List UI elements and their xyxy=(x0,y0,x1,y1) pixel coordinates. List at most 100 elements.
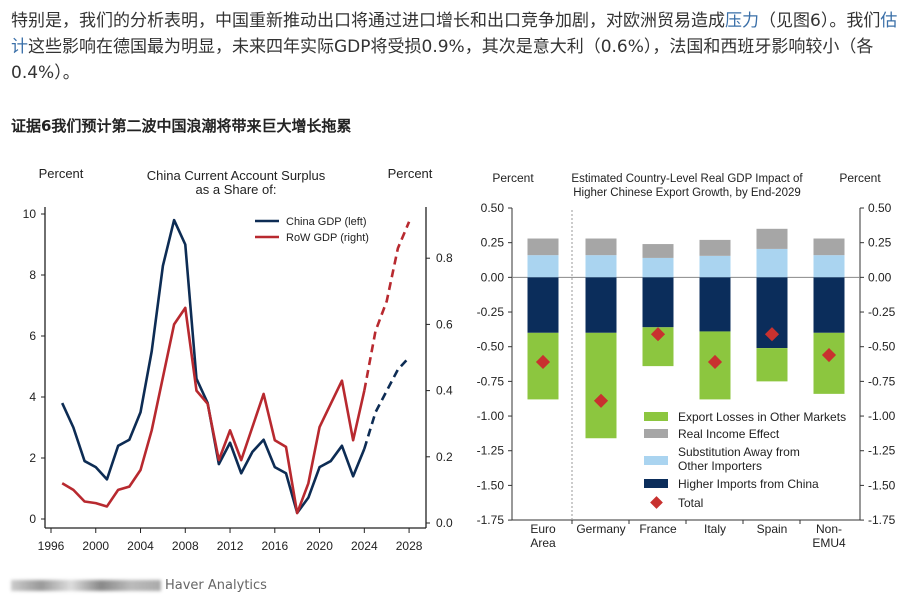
category-label: EMU4 xyxy=(812,536,846,550)
total-marker xyxy=(821,347,837,363)
legend-swatch xyxy=(644,479,668,488)
blurred-text xyxy=(11,580,161,591)
paragraph-text: 这些影响在德国最为明显，未来四年实际GDP将受损0.9%，其次是意大利（0.6%… xyxy=(11,37,874,83)
bar-segment xyxy=(585,238,617,256)
category-label: Area xyxy=(530,536,556,550)
y-right-tick-label: 0.6 xyxy=(436,317,453,331)
y-right-tick-label: -0.25 xyxy=(868,305,896,319)
bar-segment xyxy=(756,248,788,278)
legend-swatch xyxy=(644,412,668,421)
left-axis-label: Percent xyxy=(39,166,84,181)
y-tick-label: 8 xyxy=(29,268,36,282)
legend-label: Higher Imports from China xyxy=(678,477,819,491)
bar-segment xyxy=(642,277,674,328)
x-tick-label: 2012 xyxy=(217,539,244,553)
y-right-tick-label: 0.4 xyxy=(436,384,453,398)
y-right-tick-label: -0.75 xyxy=(868,374,896,388)
bar-segment xyxy=(642,244,674,258)
y-right-tick-label: 0.8 xyxy=(436,251,453,265)
y-right-tick-label: -1.50 xyxy=(868,478,896,492)
chart-title: China Current Account Surplus xyxy=(147,168,326,183)
legend-label: Export Losses in Other Markets xyxy=(678,410,846,424)
y-right-tick-label: -1.25 xyxy=(868,444,896,458)
series-line-china-gdp xyxy=(61,218,366,515)
x-tick-label: 1996 xyxy=(38,539,65,553)
x-tick-label: 2024 xyxy=(351,539,378,553)
x-tick-label: 2020 xyxy=(306,539,333,553)
bar-segment xyxy=(813,238,845,256)
link-estimate[interactable]: 估计 xyxy=(11,11,898,57)
y-right-tick-label: 0.2 xyxy=(436,450,453,464)
bar-segment xyxy=(642,257,674,278)
legend-total-marker xyxy=(650,496,663,509)
x-tick-label: 2004 xyxy=(127,539,154,553)
x-tick-label: 2016 xyxy=(261,539,288,553)
y-tick-label: -0.25 xyxy=(477,305,505,319)
bar-segment xyxy=(527,238,559,256)
series-line-row-gdp xyxy=(61,306,366,515)
y-tick-label: -0.75 xyxy=(477,374,505,388)
y-tick-label: 10 xyxy=(23,207,37,221)
legend-label: Substitution Away from xyxy=(678,445,800,459)
bar-segment xyxy=(699,277,731,332)
bar-segment xyxy=(527,277,559,333)
category-label: Non- xyxy=(816,522,842,536)
right-axis-label: Percent xyxy=(839,171,881,185)
y-tick-label: 4 xyxy=(29,390,36,404)
y-tick-label: 0.50 xyxy=(481,201,505,215)
bar-segment xyxy=(585,332,617,439)
y-right-tick-label: 0.50 xyxy=(868,201,892,215)
x-tick-label: 2008 xyxy=(172,539,199,553)
y-tick-label: 0 xyxy=(29,512,36,526)
legend-label: Real Income Effect xyxy=(678,427,780,441)
left-axis-label: Percent xyxy=(492,171,534,185)
category-label: Euro xyxy=(530,522,556,536)
bar-segment xyxy=(585,277,617,333)
bar-segment xyxy=(527,255,559,278)
bar-segment xyxy=(756,348,788,382)
source-text: Haver Analytics xyxy=(165,578,267,593)
total-marker xyxy=(650,327,666,342)
y-tick-label: 2 xyxy=(29,451,36,465)
y-tick-label: -0.50 xyxy=(477,340,505,354)
y-right-tick-label: -1.75 xyxy=(868,513,896,527)
legend-label: Total xyxy=(678,496,703,510)
y-tick-label: -1.75 xyxy=(477,513,505,527)
figure-heading: 证据6我们预计第二波中国浪潮将带来巨大增长拖累 xyxy=(11,117,352,135)
bar-segment xyxy=(699,255,731,278)
chart-title: as a Share of: xyxy=(196,182,277,197)
article-paragraph: 特别是，我们的分析表明，中国重新推动出口将通过进口增长和出口竞争加剧，对欧洲贸易… xyxy=(11,8,906,86)
chart-title: Higher Chinese Export Growth, by End-202… xyxy=(573,187,801,199)
y-right-tick-label: -1.00 xyxy=(868,409,896,423)
y-tick-label: 0.25 xyxy=(481,236,505,250)
y-tick-label: -1.00 xyxy=(477,409,505,423)
total-marker xyxy=(535,354,551,370)
chart-title: Estimated Country-Level Real GDP Impact … xyxy=(571,173,803,185)
y-right-tick-label: -0.50 xyxy=(868,340,896,354)
y-right-tick-label: 0.25 xyxy=(868,236,892,250)
projection-line-row-gdp xyxy=(363,221,411,391)
total-marker xyxy=(764,327,780,342)
total-marker xyxy=(593,393,609,408)
bar-segment xyxy=(813,255,845,278)
category-label: Spain xyxy=(757,522,788,536)
legend-label: China GDP (left) xyxy=(286,216,367,228)
y-tick-label: -1.25 xyxy=(477,444,505,458)
link-pressure[interactable]: 压力 xyxy=(725,11,759,31)
legend-swatch xyxy=(644,429,668,438)
paragraph-text: （见图6）。我们 xyxy=(759,11,881,31)
projection-line-china-gdp xyxy=(363,356,411,450)
category-label: France xyxy=(639,522,677,536)
total-marker xyxy=(707,354,723,370)
y-tick-label: 0.00 xyxy=(481,270,505,284)
source-line: Haver Analytics xyxy=(11,578,267,593)
category-label: Italy xyxy=(704,522,726,536)
y-right-tick-label: 0.0 xyxy=(436,516,453,530)
y-right-tick-label: 0.00 xyxy=(868,270,892,284)
paragraph-text: 特别是，我们的分析表明，中国重新推动出口将通过进口增长和出口竞争加剧，对欧洲贸易… xyxy=(11,11,725,31)
y-tick-label: 6 xyxy=(29,329,36,343)
bar-segment xyxy=(699,239,731,256)
bar-segment xyxy=(585,255,617,278)
bar-segment xyxy=(756,228,788,249)
